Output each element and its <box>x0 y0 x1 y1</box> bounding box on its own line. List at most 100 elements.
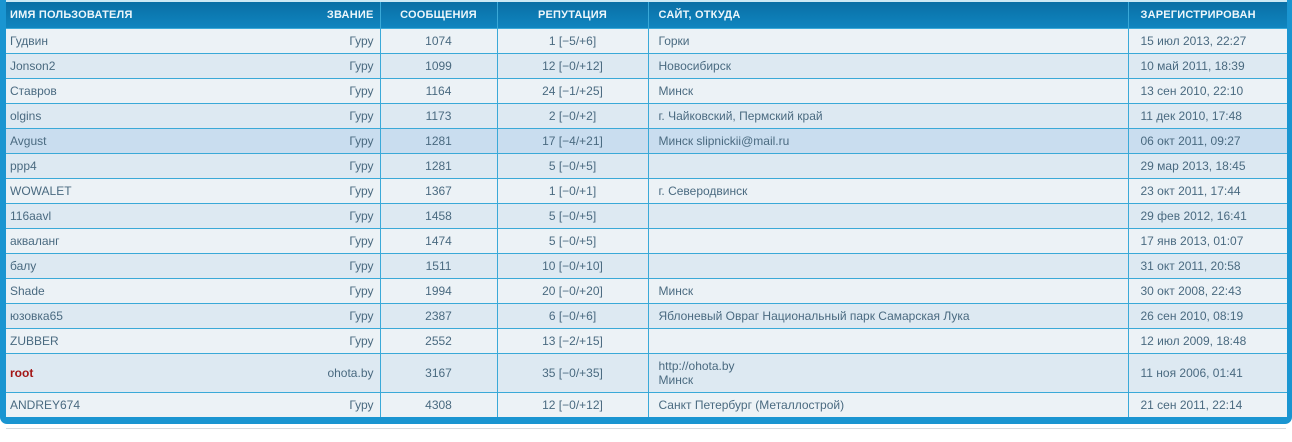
site-text: г. Чайковский, Пермский край <box>658 109 823 123</box>
member-row: Avgust Гуру 1281 17 [−4/+21] Минск slipnicki… <box>6 128 1287 154</box>
rank-cell: ohota.by <box>294 353 380 393</box>
username-link[interactable]: ppp4 <box>6 153 294 179</box>
column-header-registered[interactable]: ЗАРЕГИСТРИРОВАН <box>1127 0 1287 29</box>
registered-date-cell: 17 янв 2013, 01:07 <box>1127 228 1287 254</box>
rank-cell: Гуру <box>294 153 380 179</box>
reputation-cell: 1 [−0/+1] <box>496 178 648 204</box>
member-row: акваланг Гуру 1474 5 [−0/+5] 17 янв 2013, 01… <box>6 228 1287 254</box>
messages-count-cell: 1281 <box>379 153 497 179</box>
messages-count-cell: 1074 <box>379 28 497 54</box>
column-header-rank[interactable]: ЗВАНИЕ <box>294 0 380 29</box>
messages-count-cell: 1458 <box>379 203 497 229</box>
reputation-cell: 6 [−0/+6] <box>496 303 648 329</box>
messages-count-cell: 1367 <box>379 178 497 204</box>
site-location-cell <box>647 203 1128 229</box>
messages-count-cell: 1474 <box>379 228 497 254</box>
username-link[interactable]: root <box>6 353 294 393</box>
site-text: Минск <box>658 284 694 298</box>
member-row: ZUBBER Гуру 2552 13 [−2/+15] 12 июл 2009, 18… <box>6 328 1287 354</box>
member-row: root ohota.by 3167 35 [−0/+35] http://ohota.… <box>6 353 1287 393</box>
site-location-cell: Санкт Петербург (Металлострой) <box>647 392 1128 417</box>
registered-date-cell: 13 сен 2010, 22:10 <box>1127 78 1287 104</box>
username-link[interactable]: Shade <box>6 278 294 304</box>
site-text: Яблоневый Овраг Национальный парк Самарс… <box>658 309 970 323</box>
messages-count-cell: 1994 <box>379 278 497 304</box>
messages-count-cell: 1173 <box>379 103 497 129</box>
member-row: Гудвин Гуру 1074 1 [−5/+6] Горки 15 июл 2013,… <box>6 28 1287 54</box>
member-row: ANDREY674 Гуру 4308 12 [−0/+12] Санкт Петерб… <box>6 392 1287 417</box>
username-link[interactable]: ZUBBER <box>6 328 294 354</box>
site-text: Минск slipnickii@mail.ru <box>658 134 790 148</box>
header-row: ИМЯ ПОЛЬЗОВАТЕЛЯ ЗВАНИЕ СООБЩЕНИЯ РЕПУТАЦИЯ… <box>6 0 1287 29</box>
table-body: Гудвин Гуру 1074 1 [−5/+6] Горки 15 июл 2013,… <box>6 28 1287 417</box>
reputation-cell: 12 [−0/+12] <box>496 392 648 417</box>
site-location-cell: Минск <box>647 278 1128 304</box>
reputation-cell: 10 [−0/+10] <box>496 253 648 279</box>
username-link[interactable]: Ставров <box>6 78 294 104</box>
registered-date-cell: 31 окт 2011, 20:58 <box>1127 253 1287 279</box>
site-text: Горки <box>658 34 690 48</box>
site-location-cell: Яблоневый Овраг Национальный парк Самарс… <box>647 303 1128 329</box>
member-row: Shade Гуру 1994 20 [−0/+20] Минск 30 окт 2008… <box>6 278 1287 304</box>
messages-count-cell: 1164 <box>379 78 497 104</box>
username-link[interactable]: акваланг <box>6 228 294 254</box>
rank-cell: Гуру <box>294 128 380 154</box>
column-header-reputation[interactable]: РЕПУТАЦИЯ <box>496 0 648 29</box>
rank-cell: Гуру <box>294 392 380 417</box>
registered-date-cell: 12 июл 2009, 18:48 <box>1127 328 1287 354</box>
reputation-cell: 17 [−4/+21] <box>496 128 648 154</box>
username-link[interactable]: Гудвин <box>6 28 294 54</box>
site-location-cell <box>647 153 1128 179</box>
username-link[interactable]: olgins <box>6 103 294 129</box>
rank-cell: Гуру <box>294 328 380 354</box>
rank-cell: Гуру <box>294 278 380 304</box>
registered-date-cell: 06 окт 2011, 09:27 <box>1127 128 1287 154</box>
reputation-cell: 20 [−0/+20] <box>496 278 648 304</box>
rank-cell: Гуру <box>294 178 380 204</box>
messages-count-cell: 4308 <box>379 392 497 417</box>
rank-cell: Гуру <box>294 53 380 79</box>
reputation-cell: 2 [−0/+2] <box>496 103 648 129</box>
reputation-cell: 5 [−0/+5] <box>496 203 648 229</box>
rank-cell: Гуру <box>294 303 380 329</box>
table-header: ИМЯ ПОЛЬЗОВАТЕЛЯ ЗВАНИЕ СООБЩЕНИЯ РЕПУТАЦИЯ… <box>6 0 1287 29</box>
messages-count-cell: 3167 <box>379 353 497 393</box>
username-link[interactable]: юзовка65 <box>6 303 294 329</box>
username-link[interactable]: Jonson2 <box>6 53 294 79</box>
username-link[interactable]: WOWALET <box>6 178 294 204</box>
column-header-messages[interactable]: СООБЩЕНИЯ <box>379 0 497 29</box>
rank-cell: Гуру <box>294 203 380 229</box>
username-link[interactable]: ANDREY674 <box>6 392 294 417</box>
site-location-cell: Новосибирск <box>647 53 1128 79</box>
rank-cell: Гуру <box>294 253 380 279</box>
rank-cell: Гуру <box>294 103 380 129</box>
site-text: Новосибирск <box>658 59 731 73</box>
registered-date-cell: 10 май 2011, 18:39 <box>1127 53 1287 79</box>
username-link[interactable]: балу <box>6 253 294 279</box>
column-header-username[interactable]: ИМЯ ПОЛЬЗОВАТЕЛЯ <box>6 0 294 29</box>
reputation-cell: 13 [−2/+15] <box>496 328 648 354</box>
column-header-site[interactable]: САЙТ, ОТКУДА <box>647 0 1128 29</box>
registered-date-cell: 15 июл 2013, 22:27 <box>1127 28 1287 54</box>
reputation-cell: 35 [−0/+35] <box>496 353 648 393</box>
rank-cell: Гуру <box>294 78 380 104</box>
messages-count-cell: 1281 <box>379 128 497 154</box>
reputation-cell: 24 [−1/+25] <box>496 78 648 104</box>
site-location-cell <box>647 253 1128 279</box>
site-link[interactable]: http://ohota.by <box>658 359 735 373</box>
reputation-cell: 12 [−0/+12] <box>496 53 648 79</box>
username-link[interactable]: 116aavl <box>6 203 294 229</box>
username-link[interactable]: Avgust <box>6 128 294 154</box>
site-location-cell: Минск slipnickii@mail.ru <box>647 128 1128 154</box>
site-text: г. Северодвинск <box>658 184 748 198</box>
site-location-cell: г. Северодвинск <box>647 178 1128 204</box>
page-footer-area <box>0 424 1292 442</box>
registered-date-cell: 11 ноя 2006, 01:41 <box>1127 353 1287 393</box>
member-row: Ставров Гуру 1164 24 [−1/+25] Минск 13 сен 20… <box>6 78 1287 104</box>
members-table: ИМЯ ПОЛЬЗОВАТЕЛЯ ЗВАНИЕ СООБЩЕНИЯ РЕПУТАЦИЯ… <box>6 0 1287 417</box>
rank-cell: Гуру <box>294 28 380 54</box>
registered-date-cell: 29 мар 2013, 18:45 <box>1127 153 1287 179</box>
messages-count-cell: 2387 <box>379 303 497 329</box>
site-text: Минск <box>658 373 694 387</box>
registered-date-cell: 29 фев 2012, 16:41 <box>1127 203 1287 229</box>
